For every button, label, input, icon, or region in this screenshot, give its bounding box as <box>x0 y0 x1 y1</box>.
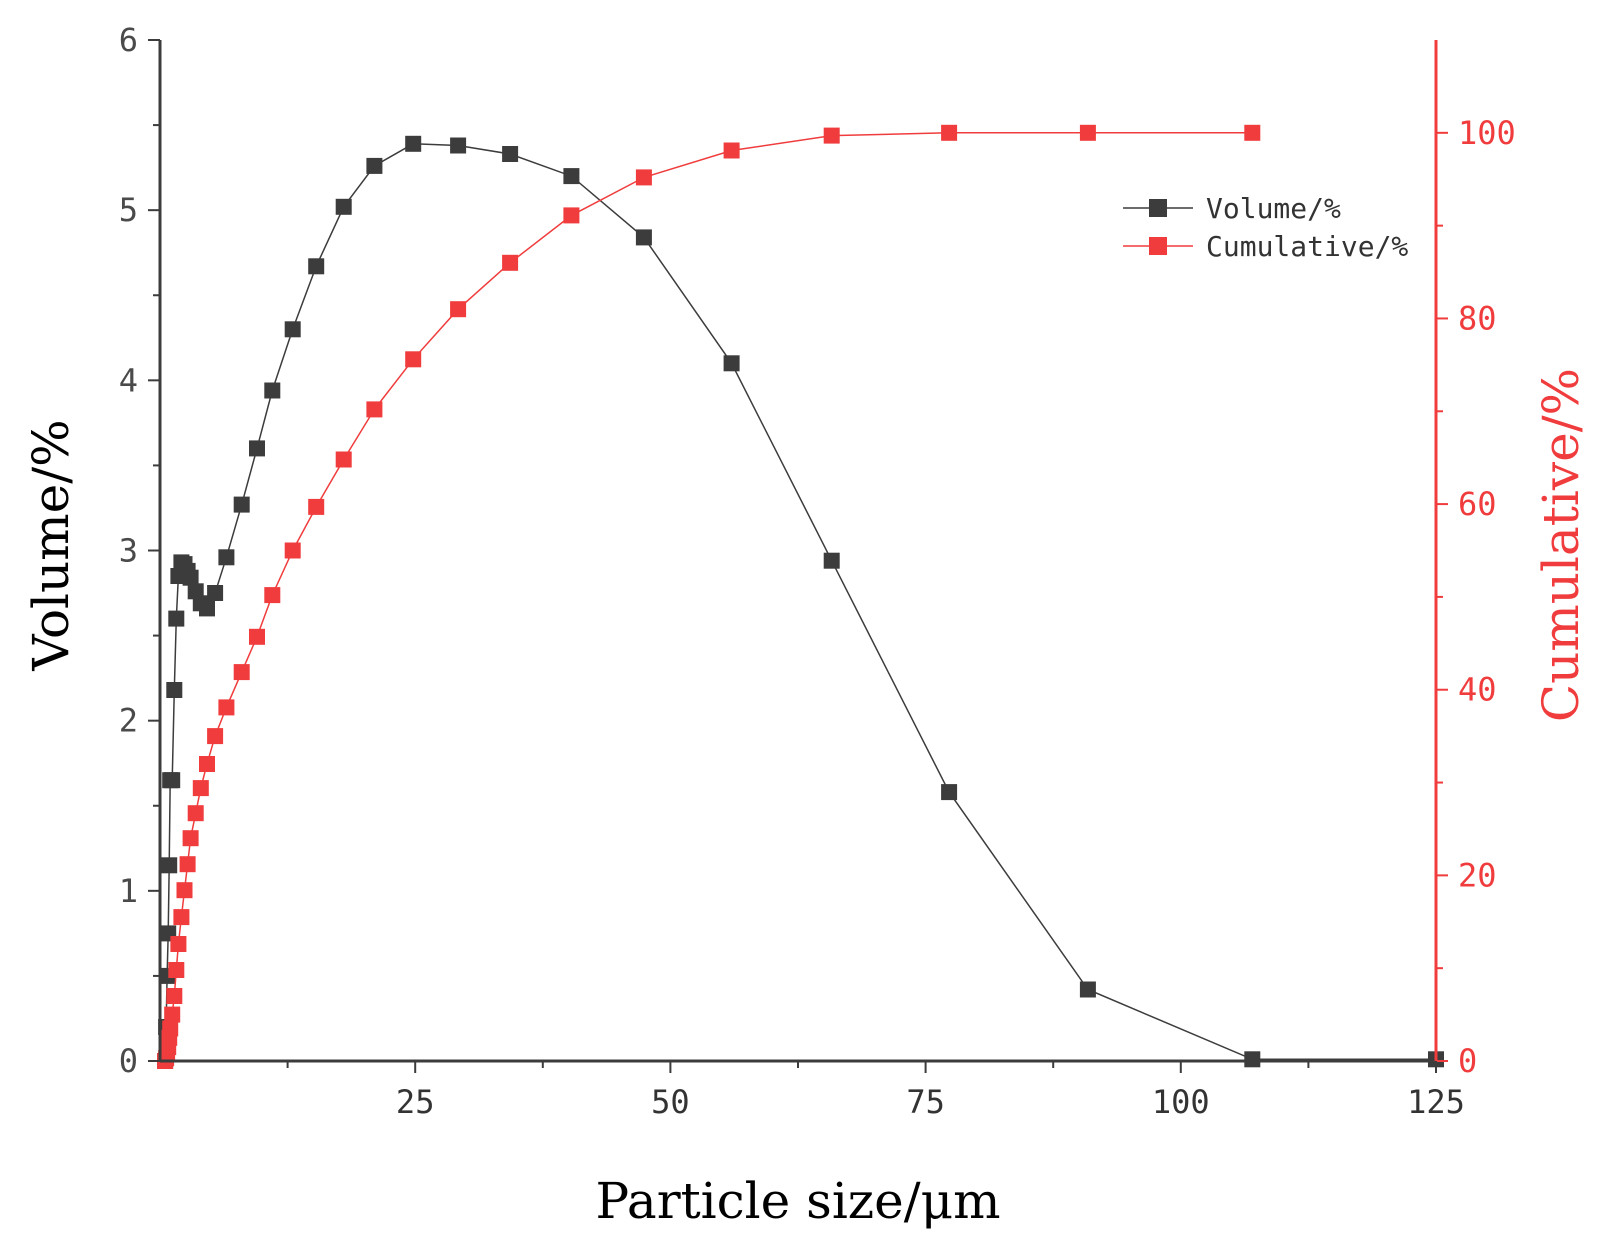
y-tick-label: 4 <box>119 361 138 399</box>
legend[interactable]: Volume/% Cumulative/% <box>1123 192 1408 263</box>
data-point-cumulative <box>635 169 652 186</box>
data-point-volume <box>723 355 740 372</box>
data-point-cumulative <box>168 962 185 978</box>
y2-tick-label: 0 <box>1458 1042 1477 1080</box>
x-tick-label: 100 <box>1152 1083 1210 1121</box>
data-point-cumulative <box>405 351 422 368</box>
data-point-volume <box>164 772 181 789</box>
data-point-cumulative <box>207 728 224 745</box>
data-point-volume <box>450 137 467 154</box>
data-point-volume <box>1244 1051 1261 1068</box>
y-tick-label: 5 <box>119 191 138 229</box>
data-point-cumulative <box>192 780 209 797</box>
data-point-cumulative <box>366 401 383 418</box>
legend-item-volume[interactable]: Volume/% <box>1123 192 1341 225</box>
y-tick-label: 2 <box>119 702 138 740</box>
data-point-cumulative <box>335 451 352 468</box>
data-point-volume <box>166 682 183 698</box>
data-point-volume <box>199 600 215 617</box>
data-point-volume <box>823 552 840 569</box>
data-point-volume <box>161 857 178 874</box>
y2-tick-label: 40 <box>1458 671 1497 709</box>
x-axis-title: Particle size/μm <box>595 1172 1000 1230</box>
data-point-cumulative <box>1079 124 1096 141</box>
data-point-volume <box>635 229 652 246</box>
x-tick-label: 25 <box>396 1083 435 1121</box>
data-point-volume <box>218 549 235 566</box>
data-point-volume <box>941 784 958 801</box>
data-point-volume <box>182 569 199 586</box>
data-point-volume <box>249 440 265 457</box>
data-point-cumulative <box>264 587 281 604</box>
legend-label-cumulative: Cumulative/% <box>1206 230 1408 263</box>
data-point-volume <box>366 157 383 174</box>
x-tick-label: 50 <box>651 1083 690 1121</box>
y-axis-title: Volume/% <box>22 419 80 671</box>
y-tick-label: 0 <box>119 1042 138 1080</box>
data-point-volume <box>563 168 580 185</box>
data-point-cumulative <box>179 856 196 873</box>
data-point-cumulative <box>450 301 467 318</box>
data-point-volume <box>207 585 224 601</box>
data-point-cumulative <box>563 207 580 224</box>
data-point-cumulative <box>218 699 235 716</box>
data-point-cumulative <box>164 1006 181 1023</box>
data-point-cumulative <box>284 542 301 559</box>
y2-tick-label: 20 <box>1458 856 1497 894</box>
data-point-cumulative <box>502 254 519 271</box>
legend-marker-volume <box>1149 199 1167 217</box>
x-tick-label: 125 <box>1407 1083 1465 1121</box>
data-point-cumulative <box>308 498 325 515</box>
y-tick-label: 1 <box>119 872 138 910</box>
y-tick-label: 6 <box>119 21 138 59</box>
data-point-cumulative <box>176 882 193 899</box>
data-point-cumulative <box>233 664 250 681</box>
data-point-cumulative <box>162 1020 179 1037</box>
legend-label-volume: Volume/% <box>1206 192 1341 225</box>
y2-tick-label: 100 <box>1458 114 1516 152</box>
legend-marker-cumulative <box>1149 237 1167 255</box>
y2-tick-label: 60 <box>1458 485 1497 523</box>
x-tick-label: 75 <box>906 1083 945 1121</box>
plot-area <box>157 124 1444 1069</box>
data-point-cumulative <box>182 830 199 847</box>
data-point-cumulative <box>173 909 190 926</box>
data-point-cumulative <box>941 124 958 141</box>
data-point-volume <box>233 496 250 513</box>
data-point-volume <box>1079 981 1096 998</box>
data-point-volume <box>308 258 325 275</box>
data-point-cumulative <box>249 628 265 645</box>
data-point-cumulative <box>1244 124 1261 141</box>
data-point-volume <box>264 382 281 399</box>
data-point-cumulative <box>166 988 183 1004</box>
y-tick-label: 3 <box>119 532 138 570</box>
data-point-volume <box>335 198 352 215</box>
data-point-cumulative <box>199 756 215 772</box>
y2-tick-label: 80 <box>1458 299 1497 337</box>
legend-item-cumulative[interactable]: Cumulative/% <box>1123 230 1408 263</box>
data-point-volume <box>168 610 185 627</box>
data-point-cumulative <box>823 127 840 144</box>
y2-axis-title: Cumulative/% <box>1532 368 1590 722</box>
data-point-cumulative <box>723 142 740 159</box>
data-point-volume <box>284 321 301 338</box>
data-point-cumulative <box>170 936 187 952</box>
data-point-cumulative <box>187 805 204 822</box>
data-point-volume <box>405 135 422 152</box>
data-point-volume <box>502 146 519 162</box>
